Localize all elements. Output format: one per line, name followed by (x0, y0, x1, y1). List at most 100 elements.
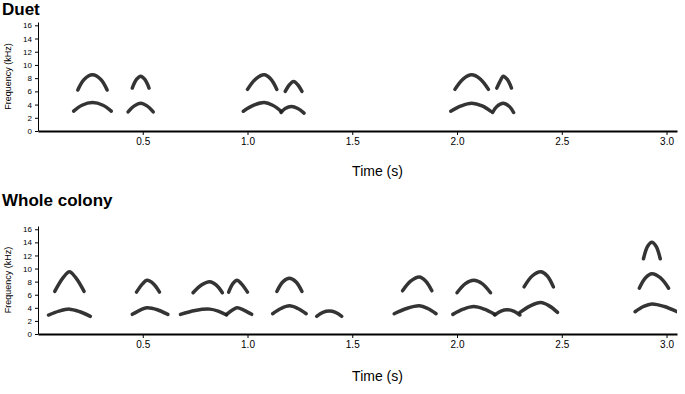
y-tick-label: 6 (28, 87, 33, 96)
y-tick: 2 (28, 317, 38, 326)
call-trace (128, 103, 153, 112)
x-tick-label: 2.5 (555, 339, 569, 350)
call-trace (497, 76, 512, 88)
y-tick-label: 2 (28, 317, 33, 326)
call-trace (524, 272, 553, 287)
y-tick-mark (35, 295, 38, 296)
call-trace (643, 242, 660, 258)
y-tick-mark (35, 308, 38, 309)
x-tick-label: 1.0 (241, 136, 255, 147)
call-trace (273, 306, 307, 314)
call-trace (403, 277, 432, 291)
call-trace (48, 309, 90, 316)
y-tick: 2 (28, 114, 38, 123)
x-tick: 2.5 (555, 334, 569, 350)
panel: 0.51.01.52.02.53.00246810121416DuetTime … (2, 0, 678, 179)
y-tick-mark (35, 118, 38, 119)
y-tick-mark (35, 255, 38, 256)
y-tick: 8 (28, 278, 38, 287)
y-axis-line (38, 23, 39, 132)
y-tick: 8 (28, 74, 38, 83)
x-tick-mark (457, 334, 458, 338)
y-tick: 10 (23, 61, 38, 70)
y-axis: 0246810121416 (23, 225, 38, 339)
y-tick: 4 (28, 101, 38, 110)
y-tick-label: 6 (28, 291, 33, 300)
x-tick-mark (143, 334, 144, 338)
y-tick-label: 0 (28, 127, 33, 136)
x-tick-mark (352, 334, 353, 338)
call-trace (285, 81, 302, 91)
y-tick-label: 10 (23, 61, 32, 70)
y-tick-label: 10 (23, 265, 32, 274)
x-tick-mark (248, 131, 249, 135)
call-trace (520, 303, 558, 313)
call-trace (132, 76, 149, 88)
y-tick: 14 (23, 238, 38, 247)
panel-title: Whole colony (2, 191, 113, 210)
y-tick-mark (35, 282, 38, 283)
call-trace (74, 103, 112, 112)
x-tick-label: 3.0 (660, 136, 674, 147)
x-tick: 1.5 (346, 131, 360, 147)
y-tick: 14 (23, 35, 38, 44)
x-tick-label: 0.5 (136, 339, 150, 350)
call-trace (639, 274, 668, 288)
figure: 0.51.01.52.02.53.00246810121416DuetTime … (0, 0, 685, 394)
x-tick-mark (248, 334, 249, 338)
x-tick-label: 1.0 (241, 339, 255, 350)
y-tick-mark (35, 269, 38, 270)
call-trace (78, 75, 107, 90)
y-tick-mark (35, 105, 38, 106)
y-tick: 12 (23, 48, 38, 57)
call-trace (227, 308, 252, 315)
y-tick-label: 4 (28, 304, 33, 313)
call-trace (136, 280, 159, 292)
x-tick: 3.0 (660, 131, 674, 147)
y-tick-mark (35, 65, 38, 66)
x-tick: 1.0 (241, 334, 255, 350)
x-tick-label: 2.5 (555, 136, 569, 147)
y-tick-mark (35, 39, 38, 40)
x-axis-label: Time (s) (352, 368, 403, 384)
call-trace (277, 278, 302, 291)
x-tick-mark (457, 131, 458, 135)
call-trace (453, 307, 495, 315)
x-tick-label: 1.5 (346, 136, 360, 147)
y-tick-mark (35, 78, 38, 79)
x-tick-mark (667, 334, 668, 338)
plot-area (48, 242, 677, 316)
call-trace (229, 280, 248, 292)
y-tick-mark (35, 334, 38, 335)
call-trace (281, 107, 304, 114)
y-tick-label: 8 (28, 278, 33, 287)
call-trace (55, 272, 84, 292)
y-tick-mark (35, 131, 38, 132)
x-tick-mark (667, 131, 668, 135)
y-tick-label: 0 (28, 330, 33, 339)
x-tick: 2.5 (555, 131, 569, 147)
x-tick: 2.0 (451, 131, 465, 147)
y-tick-mark (35, 242, 38, 243)
x-tick-label: 3.0 (660, 339, 674, 350)
panel: 0.51.01.52.02.53.00246810121416Whole col… (2, 191, 678, 384)
call-trace (495, 310, 520, 315)
x-axis: 0.51.01.52.02.53.0 (39, 131, 678, 147)
y-tick: 6 (28, 87, 38, 96)
x-axis-line (39, 334, 678, 336)
y-tick-label: 2 (28, 114, 33, 123)
y-tick: 4 (28, 304, 38, 313)
y-tick-mark (35, 229, 38, 230)
call-trace (451, 103, 491, 111)
y-axis-line (38, 227, 39, 335)
x-tick: 2.0 (451, 334, 465, 350)
x-axis: 0.51.01.52.02.53.0 (39, 334, 678, 350)
y-tick-label: 14 (23, 35, 32, 44)
x-axis-line (39, 131, 678, 133)
x-tick-mark (143, 131, 144, 135)
call-trace (455, 75, 489, 90)
y-tick-label: 12 (23, 48, 32, 57)
call-trace (243, 103, 281, 112)
y-tick-mark (35, 321, 38, 322)
x-tick: 0.5 (136, 334, 150, 350)
